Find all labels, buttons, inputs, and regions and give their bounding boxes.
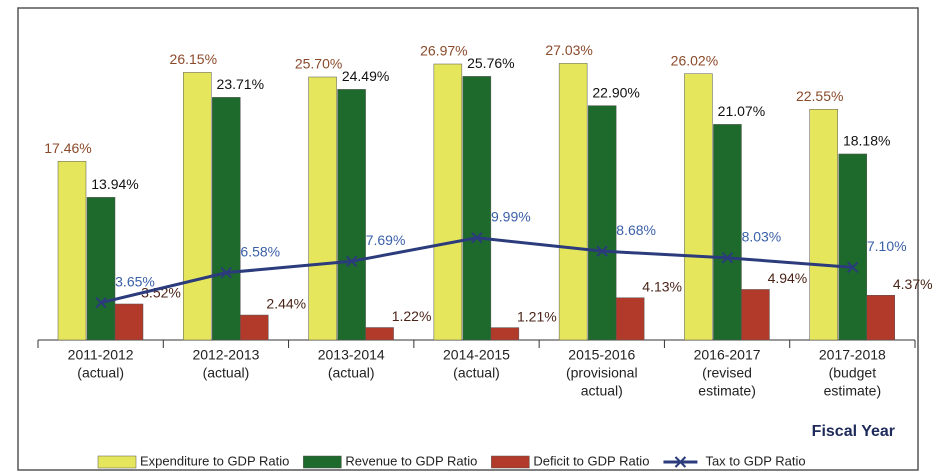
line-marker <box>847 261 859 274</box>
line-marker <box>220 266 232 279</box>
legend-label: Expenditure to GDP Ratio <box>140 453 289 468</box>
bar <box>490 327 520 341</box>
x-tick-label: 2013-2014 <box>318 347 385 363</box>
x-tick-label: (actual) <box>453 365 500 381</box>
bar <box>86 197 116 341</box>
bar <box>558 63 588 341</box>
data-label: 2.44% <box>266 296 306 312</box>
x-tick-label: (budget <box>829 365 877 381</box>
data-label: 8.03% <box>742 229 782 245</box>
x-tick-label: (actual) <box>203 365 250 381</box>
line-marker <box>345 255 358 268</box>
data-label: 1.22% <box>392 308 432 324</box>
x-tick-label: 2012-2013 <box>192 347 259 363</box>
data-label: 23.71% <box>217 76 264 92</box>
x-tick-label: estimate) <box>824 383 882 399</box>
bar <box>212 97 241 341</box>
legend-swatch <box>674 456 687 468</box>
data-label: 26.97% <box>420 43 467 59</box>
bar <box>365 327 394 341</box>
line-marker <box>596 245 608 257</box>
legend-swatch <box>303 455 342 469</box>
bar <box>183 72 212 341</box>
x-tick-label: (actual) <box>328 365 375 381</box>
bar <box>308 76 337 341</box>
x-axis-label: Fiscal Year <box>812 423 895 440</box>
data-label: 9.99% <box>491 208 531 224</box>
legend-label: Deficit to GDP Ratio <box>533 453 649 468</box>
x-tick-label: actual) <box>581 383 623 399</box>
legend-label: Revenue to GDP Ratio <box>345 453 477 468</box>
data-label: 24.49% <box>342 68 389 84</box>
data-label: 7.10% <box>867 238 907 254</box>
bar <box>433 63 463 341</box>
bar <box>866 295 895 341</box>
data-label: 22.55% <box>796 88 843 104</box>
data-label: 7.69% <box>366 232 406 248</box>
data-label: 4.94% <box>768 270 808 286</box>
x-tick-label: 2016-2017 <box>694 347 761 363</box>
bar <box>462 76 492 341</box>
bar <box>809 108 838 341</box>
data-label: 27.03% <box>545 42 592 58</box>
x-tick-label: 2011-2012 <box>68 347 134 363</box>
data-label: 4.37% <box>893 276 933 292</box>
bar <box>615 297 645 341</box>
data-label: 17.46% <box>44 140 91 156</box>
data-label: 25.76% <box>467 55 514 71</box>
x-tick-label: (provisional <box>566 365 638 381</box>
data-label: 26.15% <box>170 51 217 67</box>
data-label: 8.68% <box>616 222 656 238</box>
bar <box>57 161 87 341</box>
data-label: 26.02% <box>671 52 718 68</box>
x-tick-label: (actual) <box>77 365 124 381</box>
bar <box>741 289 770 341</box>
bar <box>240 314 269 341</box>
data-label: 4.13% <box>642 278 682 294</box>
bar <box>684 73 713 341</box>
bar <box>713 124 742 341</box>
line-marker <box>95 296 107 309</box>
bar <box>114 303 144 341</box>
legend-label: Tax to GDP Ratio <box>705 453 805 468</box>
bar <box>337 89 366 341</box>
data-label: 13.94% <box>91 176 138 192</box>
data-label: 3.52% <box>141 285 181 301</box>
legend-swatch <box>97 455 137 469</box>
data-label: 21.07% <box>718 103 765 119</box>
line-marker <box>721 252 734 264</box>
data-label: 25.70% <box>295 56 342 72</box>
data-label: 3.65% <box>115 273 155 289</box>
x-tick-label: 2015-2016 <box>568 347 635 363</box>
line-marker <box>471 232 483 244</box>
data-label: 18.18% <box>843 133 890 149</box>
x-tick-label: 2017-2018 <box>819 347 886 363</box>
x-tick-label: estimate) <box>698 383 756 399</box>
data-label: 6.58% <box>240 243 280 259</box>
bar <box>587 105 617 341</box>
x-tick-label: 2014-2015 <box>443 347 510 363</box>
data-label: 1.21% <box>517 308 557 324</box>
x-tick-label: (revised <box>702 365 752 381</box>
data-label: 22.90% <box>592 84 639 100</box>
legend-swatch <box>491 455 530 469</box>
bar <box>838 153 867 341</box>
